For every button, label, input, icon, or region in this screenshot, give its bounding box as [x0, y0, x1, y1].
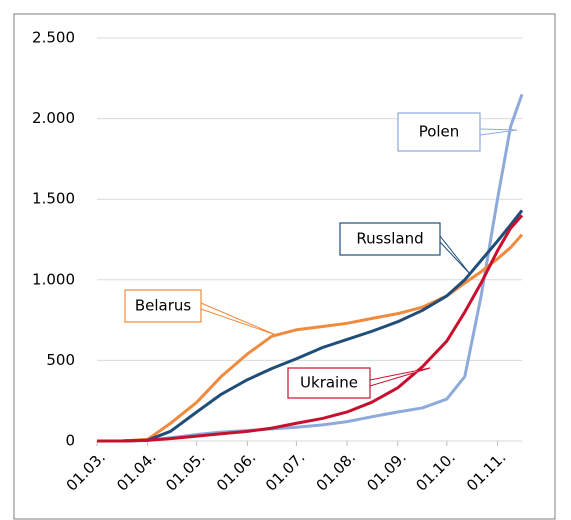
callout-box	[124, 289, 202, 323]
callout-label: Polen	[419, 123, 460, 141]
series-line	[97, 214, 524, 443]
x-tick-label: 01.11.	[463, 448, 509, 494]
callout-leader	[200, 302, 277, 336]
chart-frame	[13, 13, 556, 520]
callout-label: Russland	[356, 230, 423, 248]
series-line	[97, 209, 524, 443]
y-tick-label: 1.500	[32, 190, 75, 208]
callout-label: Belarus	[135, 297, 192, 315]
callout-label: Ukraine	[300, 374, 358, 392]
callout-box	[287, 367, 371, 399]
x-tick-label: 01.04.	[113, 448, 159, 494]
y-tick-label: 1.000	[32, 270, 75, 288]
x-tick-label: 01.08.	[313, 448, 359, 494]
x-tick-label: 01.06.	[213, 448, 259, 494]
series-line	[97, 233, 524, 443]
y-tick-label: 500	[46, 351, 75, 369]
x-tick-label: 01.03.	[63, 448, 109, 494]
callout-box	[339, 222, 441, 256]
callout-leader	[439, 235, 471, 275]
x-tick-label: 01.09.	[363, 448, 409, 494]
x-tick-label: 01.05.	[162, 448, 208, 494]
x-tick-label: 01.10.	[412, 448, 458, 494]
y-tick-label: 2.500	[32, 29, 75, 47]
callout-leader	[369, 367, 431, 387]
y-tick-label: 0	[65, 432, 75, 450]
callout-box	[397, 112, 481, 152]
x-tick-label: 01.07.	[262, 448, 308, 494]
callout-leader	[479, 128, 518, 136]
y-tick-label: 2.000	[32, 109, 75, 127]
